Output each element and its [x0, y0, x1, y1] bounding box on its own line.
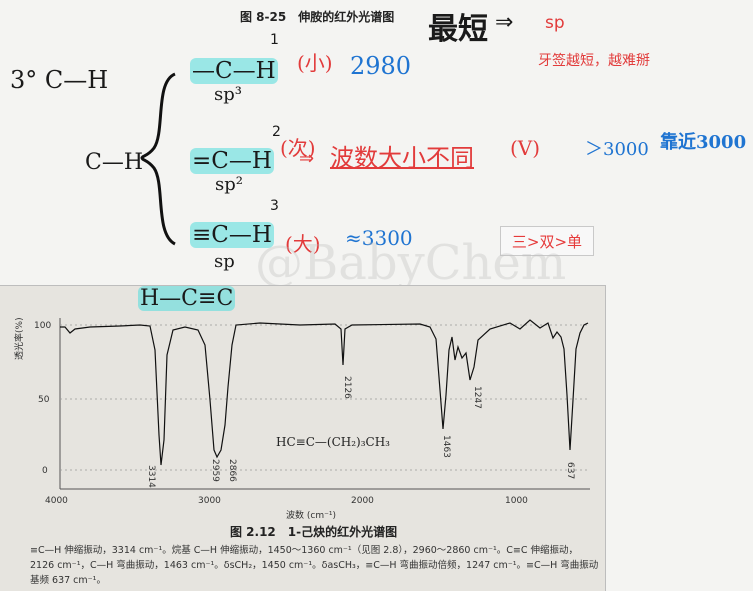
- row2-index: 2: [272, 124, 281, 140]
- row1-hybrid: sp³: [214, 84, 242, 105]
- peak-1463: 1463: [441, 435, 451, 458]
- arrow-note: ⇒: [495, 10, 514, 35]
- peak-2126: 2126: [342, 376, 352, 399]
- peak-1247: 1247: [472, 386, 482, 409]
- row3-hybrid: sp: [214, 251, 235, 272]
- row1-value: 2980: [350, 52, 412, 80]
- row2-bond-text: =C—H: [190, 148, 274, 174]
- row2-gt: ＞3000: [585, 139, 649, 160]
- row1-index: 1: [270, 32, 279, 48]
- row1-size: (小): [297, 51, 333, 75]
- row1-bond-text: —C—H: [190, 58, 278, 84]
- row2-mid: (Ⅴ): [510, 136, 541, 160]
- x-tick-3000: 3000: [198, 496, 221, 506]
- bottom-bond: H—C≡C: [138, 286, 236, 311]
- spectrum-trace: [60, 319, 589, 466]
- tertiary-ch-note: 3° C—H: [10, 66, 109, 94]
- figure-title: 图 8-25 伸胺的红外光谱图: [240, 10, 395, 24]
- figure-footnote: ≡C—H 伸缩振动，3314 cm⁻¹。烷基 C—H 伸缩振动，1450～136…: [30, 545, 599, 586]
- bottom-bond-text: H—C≡C: [138, 286, 236, 311]
- peak-637: 637: [565, 462, 575, 480]
- row2-wave: 波数大小不同: [330, 144, 474, 172]
- formula: HC≡C—(CH₂)₃CH₃: [276, 435, 390, 449]
- row2-near: 靠近3000: [660, 132, 747, 153]
- y-axis-label: 透光率(%): [15, 317, 25, 360]
- peak-2866: 2866: [227, 459, 237, 482]
- ch-note: C—H: [85, 150, 144, 175]
- ir-spectrum-panel: [0, 285, 606, 591]
- x-tick-2000: 2000: [351, 496, 374, 506]
- tag-label: 三>双>单: [500, 226, 594, 256]
- peak-2959: 2959: [210, 459, 220, 482]
- y-tick-50: 50: [38, 395, 50, 405]
- x-tick-4000: 4000: [45, 496, 68, 506]
- x-axis-label: 波数 (cm⁻¹): [286, 511, 336, 521]
- shortest-note: 最短: [428, 12, 488, 47]
- row2-size: (次): [280, 136, 316, 160]
- sp-note: sp: [545, 13, 565, 33]
- row3-bond-text: ≡C—H: [190, 222, 274, 248]
- row2-bond: =C—H: [190, 148, 274, 174]
- rule-note: 牙签越短，越难掰: [538, 53, 650, 69]
- watermark: @BabyChem: [255, 235, 567, 291]
- x-tick-1000: 1000: [505, 496, 528, 506]
- row3-size: (大): [285, 232, 321, 256]
- figure-caption: 图 2.12 1-己炔的红外光谱图: [230, 525, 398, 539]
- row1-bond: —C—H: [190, 58, 278, 84]
- y-tick-0: 0: [42, 466, 48, 476]
- row3-value: ≈3300: [345, 226, 413, 250]
- ir-spectrum: [59, 318, 590, 490]
- row2-hybrid: sp²: [215, 174, 243, 195]
- row3-bond: ≡C—H: [190, 222, 274, 248]
- brace-icon: [140, 72, 176, 246]
- row3-index: 3: [270, 198, 279, 214]
- y-tick-100: 100: [34, 321, 52, 331]
- peak-3314: 3314: [146, 465, 156, 488]
- row2-arrow: ⇒: [299, 148, 315, 169]
